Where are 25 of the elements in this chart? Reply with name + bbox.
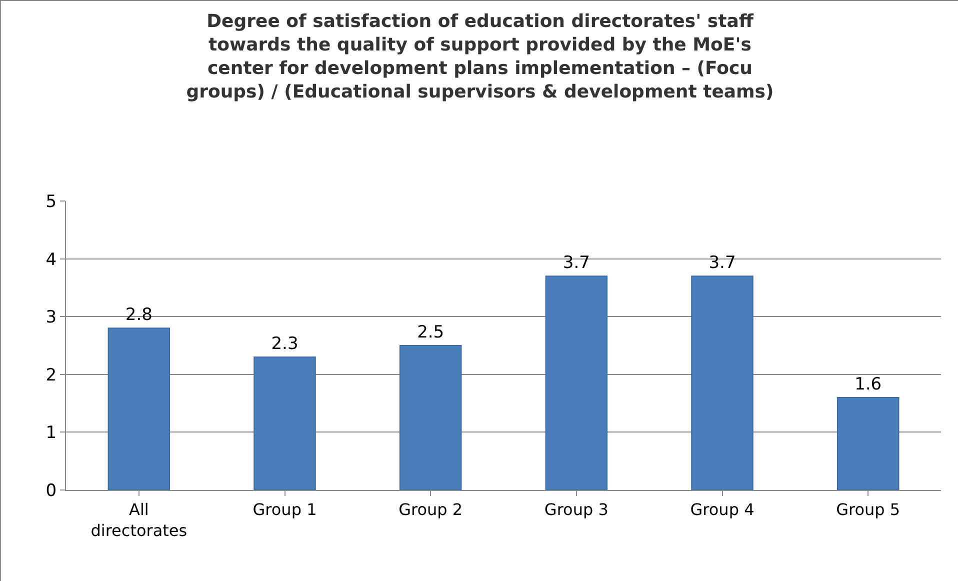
- y-tick-label: 5: [46, 192, 57, 212]
- bar: [108, 328, 170, 490]
- bar: [399, 345, 462, 490]
- y-tick-label: 1: [46, 423, 57, 444]
- x-tick-label: Group 2: [398, 500, 463, 520]
- bar: [254, 356, 316, 490]
- x-tick-label: Group 5: [836, 500, 900, 520]
- data-label: 2.3: [271, 334, 298, 354]
- x-tick-label: Group 4: [690, 500, 754, 520]
- bar: [691, 276, 754, 490]
- y-tick-label: 2: [46, 365, 57, 386]
- x-tick-label: Group 3: [544, 500, 608, 520]
- x-tick-label: All directorates: [90, 500, 188, 540]
- data-label: 1.6: [854, 374, 882, 395]
- y-tick-label: 0: [46, 480, 57, 501]
- data-label: 3.7: [708, 253, 736, 274]
- x-tick-label: Group 1: [252, 500, 317, 520]
- data-label: 2.8: [125, 305, 152, 326]
- data-label: 2.5: [417, 322, 444, 342]
- bar: [545, 276, 608, 490]
- y-tick-label: 3: [46, 308, 57, 328]
- data-label: 3.7: [562, 253, 590, 274]
- bar: [836, 397, 900, 490]
- y-tick-label: 4: [46, 250, 57, 270]
- chart-title: Degree of satisfaction of education directorates' staff towards the quality of support provided by the MoE's center for development plans implementation – (Focu groups) / (Educational supervisors & development teams): [186, 11, 774, 102]
